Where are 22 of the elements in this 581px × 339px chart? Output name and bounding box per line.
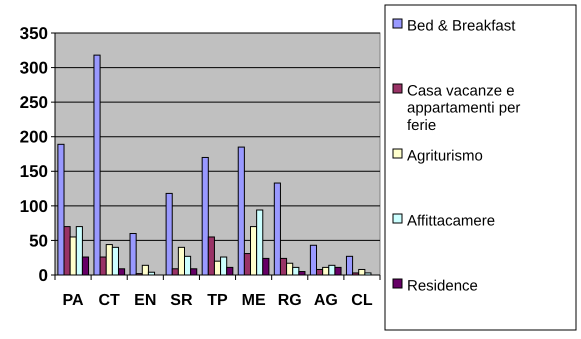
x-tick-label: CT xyxy=(98,292,120,309)
y-tick-label: 350 xyxy=(20,24,48,43)
x-tick-label: SR xyxy=(170,292,193,309)
y-tick-label: 150 xyxy=(20,162,48,182)
x-tick-label: PA xyxy=(62,292,84,309)
legend-label: Residence xyxy=(407,277,478,294)
y-tick-label: 50 xyxy=(29,231,48,250)
y-tick-label: 250 xyxy=(20,93,48,112)
y-tick-label: 200 xyxy=(20,128,48,147)
x-tick-label: RG xyxy=(278,292,302,309)
x-tick-label: AG xyxy=(314,292,338,309)
y-tick-label: 300 xyxy=(20,58,48,78)
x-tick-label: EN xyxy=(134,292,156,309)
legend-label: Bed & Breakfast xyxy=(407,17,516,34)
y-tick-label: 0 xyxy=(38,266,48,285)
x-tick-label: CL xyxy=(351,292,373,309)
legend-label: Agriturismo xyxy=(407,147,483,164)
x-tick-label: ME xyxy=(242,292,266,309)
y-tick-label: 100 xyxy=(20,196,48,216)
legend-label: Affittacamere xyxy=(407,212,496,230)
x-tick-label: TP xyxy=(207,292,228,309)
legend-label: Casa vacanze e appartamenti per ferie xyxy=(407,82,520,134)
